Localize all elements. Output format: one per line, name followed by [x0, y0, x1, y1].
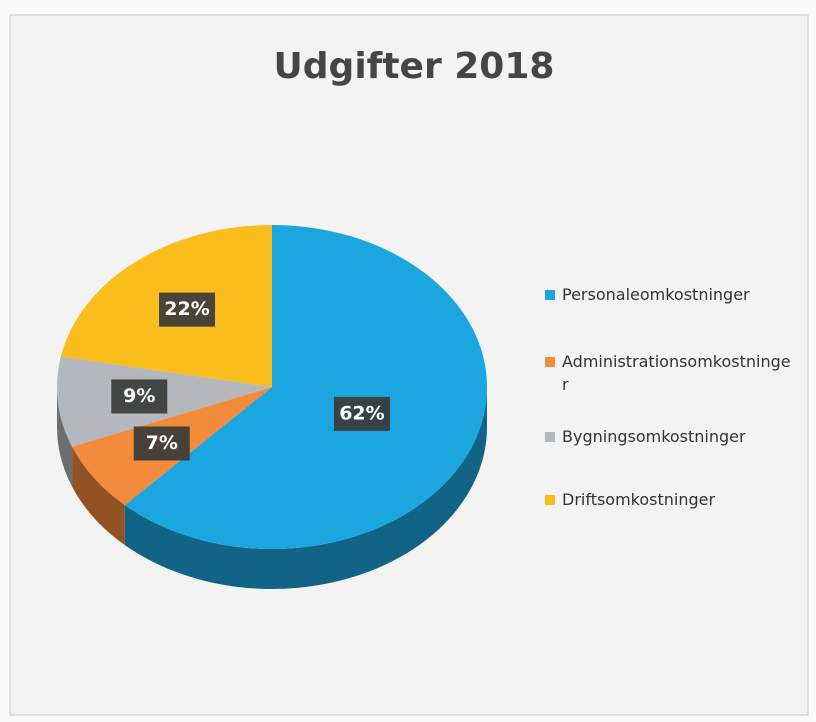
legend-label: Personaleomkostninger [562, 285, 750, 304]
slice [124, 225, 487, 550]
legend-item: Administrationsomkostninger [545, 350, 792, 396]
legend-label: Administrationsomkostninger [562, 352, 791, 394]
data-label: 62% [339, 402, 384, 424]
slice-side [57, 387, 73, 487]
data-label-box [133, 426, 190, 461]
slice-side [72, 446, 125, 546]
slice-side [124, 387, 487, 589]
legend-item: Driftsomkostninger [545, 488, 792, 511]
legend-item: Personaleomkostninger [545, 283, 792, 306]
data-label-box [333, 396, 390, 431]
data-label: 22% [164, 298, 209, 320]
data-label-box [111, 379, 168, 414]
data-label: 7% [146, 432, 178, 454]
legend-label: Driftsomkostninger [562, 490, 716, 509]
legend-swatch [545, 495, 555, 505]
data-label-box [159, 292, 216, 327]
legend-swatch [545, 432, 555, 442]
legend-swatch [545, 357, 555, 367]
legend-item: Bygningsomkostninger [545, 425, 792, 448]
data-label: 9% [123, 385, 155, 407]
pie: 62% 7% 9% 22% [57, 225, 487, 589]
legend-swatch [545, 290, 555, 300]
legend-label: Bygningsomkostninger [562, 427, 746, 446]
chart-title: Udgifter 2018 [274, 46, 555, 87]
